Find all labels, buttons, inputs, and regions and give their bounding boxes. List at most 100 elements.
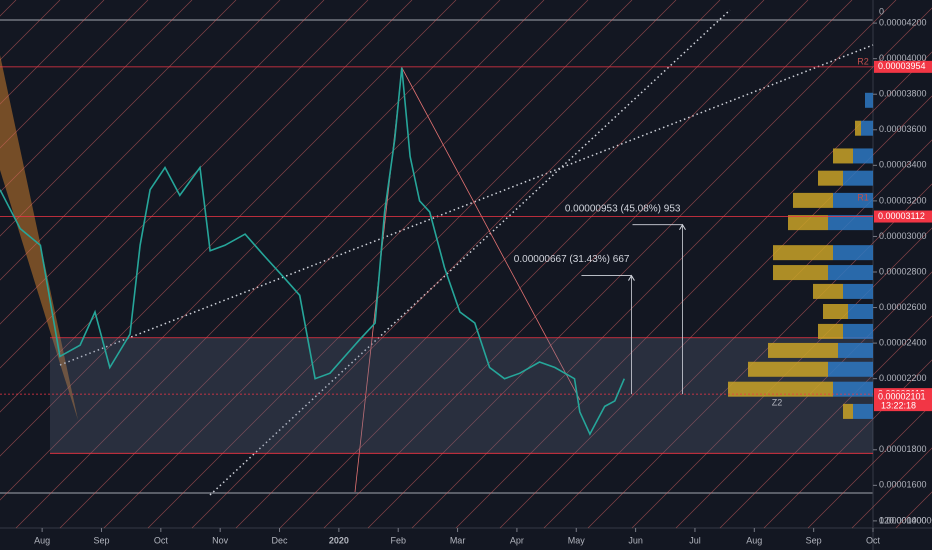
profile-down: [818, 170, 843, 186]
pattern-line: [0, 0, 325, 325]
wedge: [0, 55, 78, 420]
zone-label: Z2: [772, 397, 783, 407]
x-tick-label: May: [568, 535, 586, 545]
trend-line: [59, 44, 874, 366]
x-tick-label: Oct: [866, 535, 881, 545]
zone-label: R1: [857, 192, 869, 202]
profile-up: [843, 283, 873, 299]
price-line: [0, 67, 626, 436]
pattern-line: [279, 0, 809, 529]
profile-down: [773, 265, 828, 281]
pattern-line: [323, 0, 853, 529]
profile-up: [843, 170, 873, 186]
pattern-line: [367, 0, 897, 529]
y-tick-label: 0.00002600: [879, 302, 927, 312]
pattern-line: [0, 0, 457, 457]
pattern-line: [675, 271, 932, 529]
x-tick-label: Nov: [212, 535, 229, 545]
x-tick-label: Aug: [746, 535, 762, 545]
profile-up: [833, 381, 873, 397]
x-tick-label: Jun: [628, 535, 643, 545]
price-tag-label: 0.00003112: [878, 211, 925, 221]
pattern-line: [0, 0, 237, 237]
profile-down: [855, 120, 861, 136]
pattern-line: [59, 0, 589, 529]
y-tick-label: 0.00003600: [879, 124, 927, 134]
profile-up: [838, 342, 873, 358]
pattern-line: [499, 95, 932, 529]
axis-extra-label: 0: [879, 6, 884, 16]
pattern-line: [455, 51, 932, 529]
x-tick-label: Oct: [154, 535, 169, 545]
y-tick-label: 0.00002400: [879, 337, 927, 347]
pattern-line: [587, 183, 932, 529]
price-tag-label: 0.00002101: [878, 392, 926, 402]
pattern-line: [411, 7, 932, 529]
trend-line: [209, 9, 731, 496]
profile-up: [853, 148, 873, 164]
pattern-line: [543, 139, 932, 529]
profile-down: [788, 215, 828, 231]
x-tick-label: Apr: [510, 535, 524, 545]
pattern-line: [631, 227, 932, 529]
pattern-line: [0, 0, 193, 193]
profile-down: [813, 283, 843, 299]
measure-label: 0.00000667 (31.43%) 667: [514, 254, 630, 265]
x-tick-label: 2020: [329, 535, 349, 545]
pattern-line: [103, 0, 633, 529]
pattern-line: [0, 0, 281, 281]
zone-label: R2: [857, 56, 869, 66]
profile-up: [853, 403, 873, 419]
profile-up: [865, 92, 873, 108]
countdown-tag: [874, 400, 932, 412]
profile-down: [773, 245, 833, 261]
price-tag: [874, 210, 932, 223]
profile-up: [828, 265, 873, 281]
price-tag-label: 0.00003954: [878, 61, 926, 71]
profile-down: [728, 381, 833, 397]
pattern-line: [763, 359, 932, 529]
y-tick-label: 0.00003400: [879, 160, 927, 170]
profile-up: [833, 245, 873, 261]
profile-down: [833, 148, 853, 164]
axis-extra-label: 120.00000000: [879, 515, 932, 525]
pattern-line: [719, 315, 932, 529]
x-tick-label: Aug: [34, 535, 50, 545]
x-tick-label: Jul: [689, 535, 701, 545]
pattern-line: [15, 0, 545, 529]
profile-up: [843, 323, 873, 339]
measure-label: 0.00000953 (45.08%) 953: [565, 203, 681, 214]
y-tick-label: 0.00001800: [879, 444, 927, 454]
y-tick-label: 0.00004000: [879, 53, 927, 63]
profile-up: [833, 192, 873, 208]
x-tick-label: Sep: [93, 535, 109, 545]
pattern-line: [0, 0, 105, 105]
pattern-line: [147, 0, 677, 529]
y-tick-label: 0.00001400: [879, 515, 927, 525]
countdown: 13:22:18: [881, 401, 916, 411]
pattern-line: [0, 0, 413, 413]
x-tick-label: Feb: [390, 535, 406, 545]
profile-down: [793, 192, 833, 208]
y-tick-label: 0.00004200: [879, 17, 927, 27]
price-tag: [874, 60, 932, 73]
profile-down: [748, 361, 828, 377]
profile-up: [861, 120, 873, 136]
profile-up: [828, 361, 873, 377]
pattern-line: [0, 0, 501, 501]
profile-down: [818, 323, 843, 339]
y-tick-label: 0.00002200: [879, 373, 927, 383]
pattern-line: [235, 0, 765, 529]
x-tick-label: Mar: [450, 535, 466, 545]
pattern-line: [0, 0, 149, 149]
profile-down: [823, 304, 848, 319]
profile-up: [828, 215, 873, 231]
y-tick-label: 0.00003000: [879, 231, 927, 241]
profile-down: [768, 342, 838, 358]
profile-up: [848, 304, 873, 319]
y-tick-label: 0.00001600: [879, 480, 927, 490]
measure-arrow: [679, 223, 686, 230]
y-tick-label: 0.00002800: [879, 266, 927, 276]
